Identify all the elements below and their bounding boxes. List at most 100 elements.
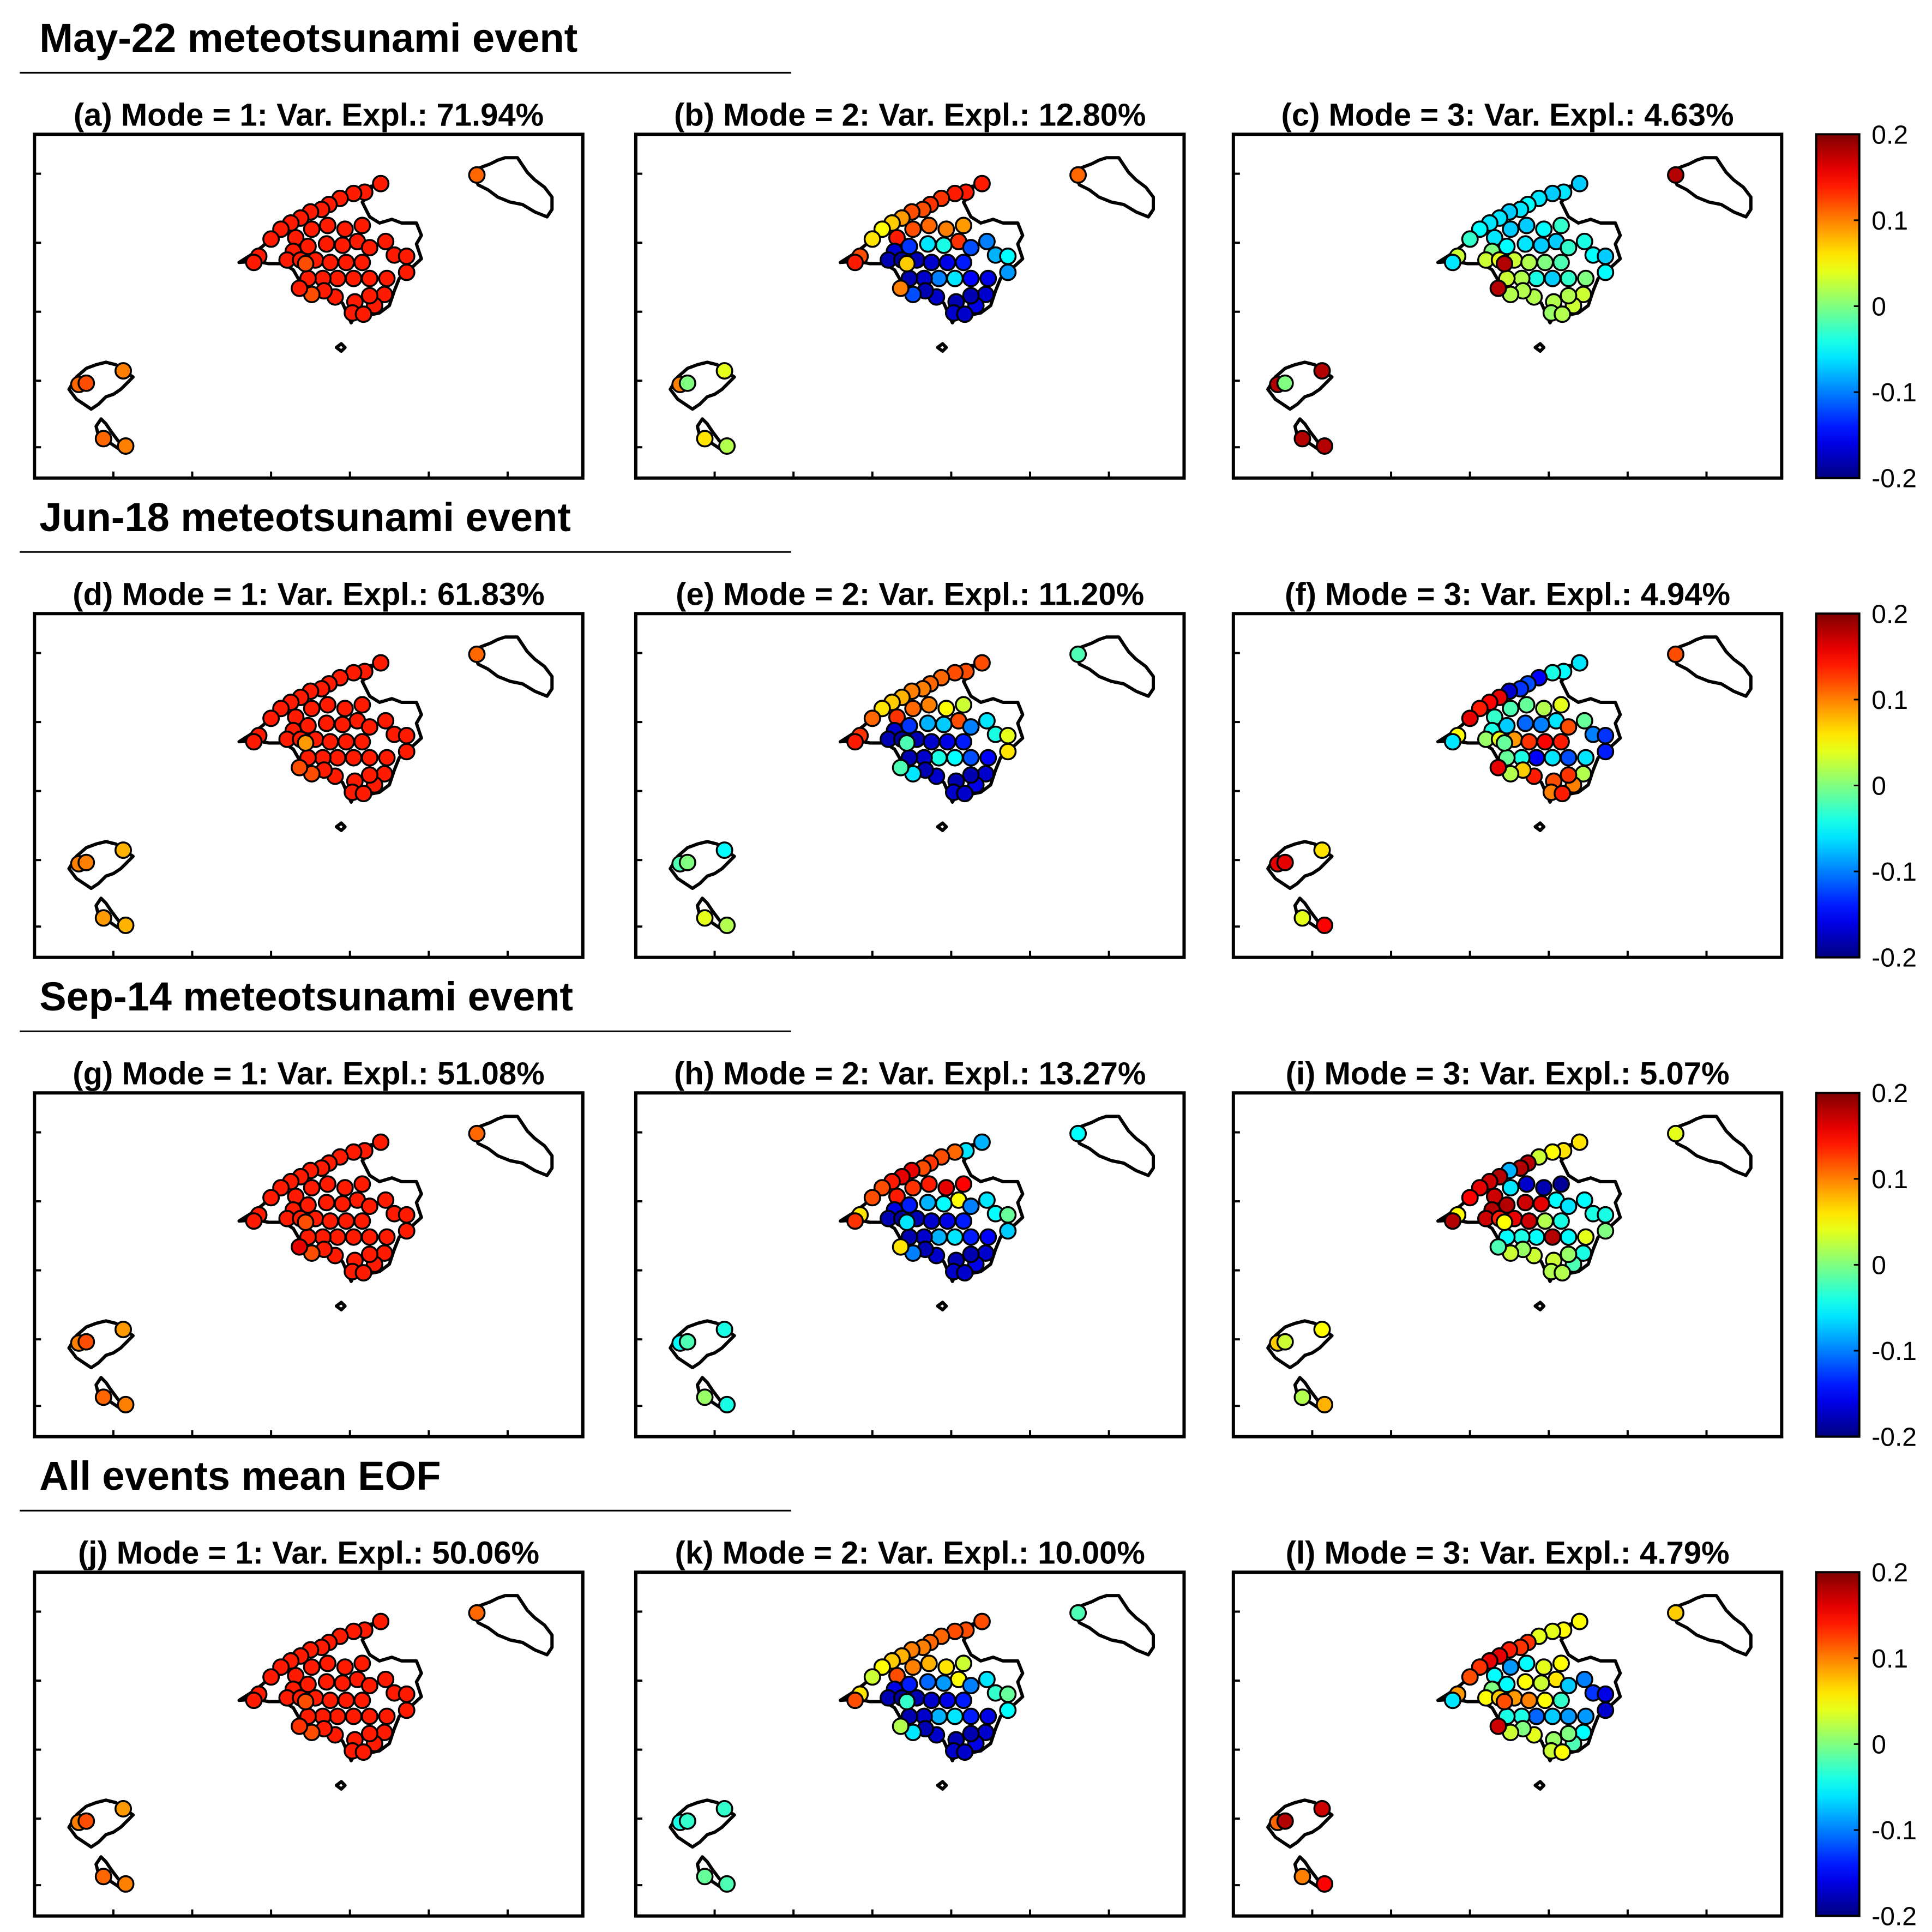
station-marker	[715, 1800, 733, 1817]
station-marker	[892, 1717, 910, 1735]
station-marker	[1552, 216, 1570, 234]
station-marker	[1544, 269, 1562, 287]
station-marker	[846, 254, 864, 272]
station-marker	[1570, 174, 1588, 192]
station-marker	[262, 1189, 280, 1207]
station-marker	[955, 1212, 972, 1230]
station-marker	[973, 174, 991, 192]
panel-title: (d) Mode = 1: Var. Expl.: 61.83%	[73, 576, 544, 612]
station-marker	[919, 714, 937, 732]
station-marker	[1527, 269, 1545, 287]
ibiza-coastline	[669, 1798, 736, 1849]
station-marker	[354, 1743, 372, 1761]
station-marker	[360, 1228, 378, 1246]
menorca-coastline	[471, 1594, 554, 1657]
station-marker	[360, 1197, 378, 1215]
station-marker	[1069, 645, 1087, 663]
station-marker	[468, 1124, 486, 1142]
station-marker	[956, 785, 974, 803]
station-marker	[1560, 1725, 1578, 1743]
station-marker	[979, 1228, 997, 1246]
event-group-2: Jun-18 meteotsunami event (d) Mode = 1: V…	[20, 495, 1917, 973]
station-marker	[1461, 230, 1479, 248]
colorbar-tick-label: -0.2	[1871, 1423, 1917, 1452]
station-marker	[1577, 269, 1595, 287]
station-marker	[962, 1228, 980, 1246]
station-marker	[904, 220, 922, 238]
station-marker	[1495, 1693, 1513, 1711]
station-marker	[334, 1195, 352, 1213]
station-marker	[946, 269, 964, 287]
station-marker	[962, 1707, 980, 1725]
map-frame	[1231, 1570, 1784, 1918]
station-marker	[938, 1692, 956, 1710]
panel-title: (j) Mode = 1: Var. Expl.: 50.06%	[78, 1535, 539, 1570]
station-marker	[1552, 1692, 1570, 1710]
station-marker	[345, 269, 363, 287]
panel-title: (g) Mode = 1: Var. Expl.: 51.08%	[73, 1056, 544, 1091]
station-marker	[973, 1612, 991, 1630]
station-marker	[1536, 254, 1554, 272]
panel-f: (f) Mode = 3: Var. Expl.: 4.94%	[1231, 576, 1784, 959]
colorbar-tick-label: 0.2	[1871, 121, 1908, 149]
station-marker	[297, 255, 315, 273]
station-marker	[1518, 216, 1536, 234]
station-marker	[962, 749, 980, 767]
station-marker	[1544, 749, 1562, 767]
panel-title: (f) Mode = 3: Var. Expl.: 4.94%	[1285, 576, 1730, 612]
colorbar-tick-label: -0.2	[1871, 944, 1917, 973]
station-marker	[1597, 263, 1615, 281]
station-marker	[696, 909, 714, 927]
station-marker	[1461, 709, 1479, 727]
station-marker	[920, 696, 938, 714]
panel-c: (c) Mode = 3: Var. Expl.: 4.63%	[1231, 97, 1784, 480]
station-marker	[1597, 1206, 1615, 1224]
station-marker	[353, 1654, 371, 1672]
station-marker	[345, 1707, 363, 1725]
cabrera-coastline	[936, 821, 948, 832]
station-marker	[360, 1725, 378, 1743]
station-marker	[1552, 696, 1570, 714]
station-marker	[718, 437, 736, 455]
station-marker	[262, 1668, 280, 1686]
station-marker	[353, 216, 371, 234]
station-marker	[1554, 1264, 1572, 1282]
group-title: Jun-18 meteotsunami event	[39, 495, 571, 540]
panel-title: (b) Mode = 2: Var. Expl.: 12.80%	[674, 97, 1146, 133]
map-frame	[33, 133, 585, 480]
station-marker	[1516, 235, 1534, 253]
map-frame	[1231, 612, 1784, 959]
colorbar-tick-label: -0.1	[1871, 1337, 1917, 1366]
station-marker	[468, 1604, 486, 1622]
station-marker	[319, 696, 336, 714]
menorca-coastline	[1670, 1115, 1753, 1177]
station-marker	[319, 1175, 336, 1193]
station-marker	[1552, 254, 1570, 272]
station-marker	[319, 216, 336, 234]
station-marker	[962, 269, 980, 287]
station-marker	[956, 1264, 974, 1282]
station-marker	[718, 1395, 736, 1413]
map-frame	[33, 612, 585, 959]
station-marker	[1516, 714, 1534, 732]
station-marker	[377, 232, 395, 250]
station-marker	[372, 174, 390, 192]
station-marker	[1575, 232, 1593, 250]
event-group-4: All events mean EOF (j) Mode = 1: Var. Ex…	[20, 1453, 1917, 1931]
station-marker	[937, 1658, 955, 1676]
station-marker	[377, 1670, 395, 1688]
station-marker	[978, 712, 996, 730]
station-marker	[1444, 1692, 1461, 1710]
station-marker	[94, 1388, 112, 1406]
station-marker	[1597, 1701, 1615, 1719]
panel-e: (e) Mode = 2: Var. Expl.: 11.20%	[634, 576, 1186, 959]
station-marker	[1313, 1800, 1331, 1817]
station-marker	[863, 230, 881, 248]
colorbar-tick-label: -0.2	[1871, 1903, 1917, 1931]
map-frame	[33, 1570, 585, 1918]
station-marker	[999, 1206, 1017, 1224]
map-frame	[634, 1570, 1186, 1918]
station-marker	[1575, 712, 1593, 730]
cabrera-coastline	[334, 1301, 347, 1311]
station-marker	[955, 1692, 972, 1710]
